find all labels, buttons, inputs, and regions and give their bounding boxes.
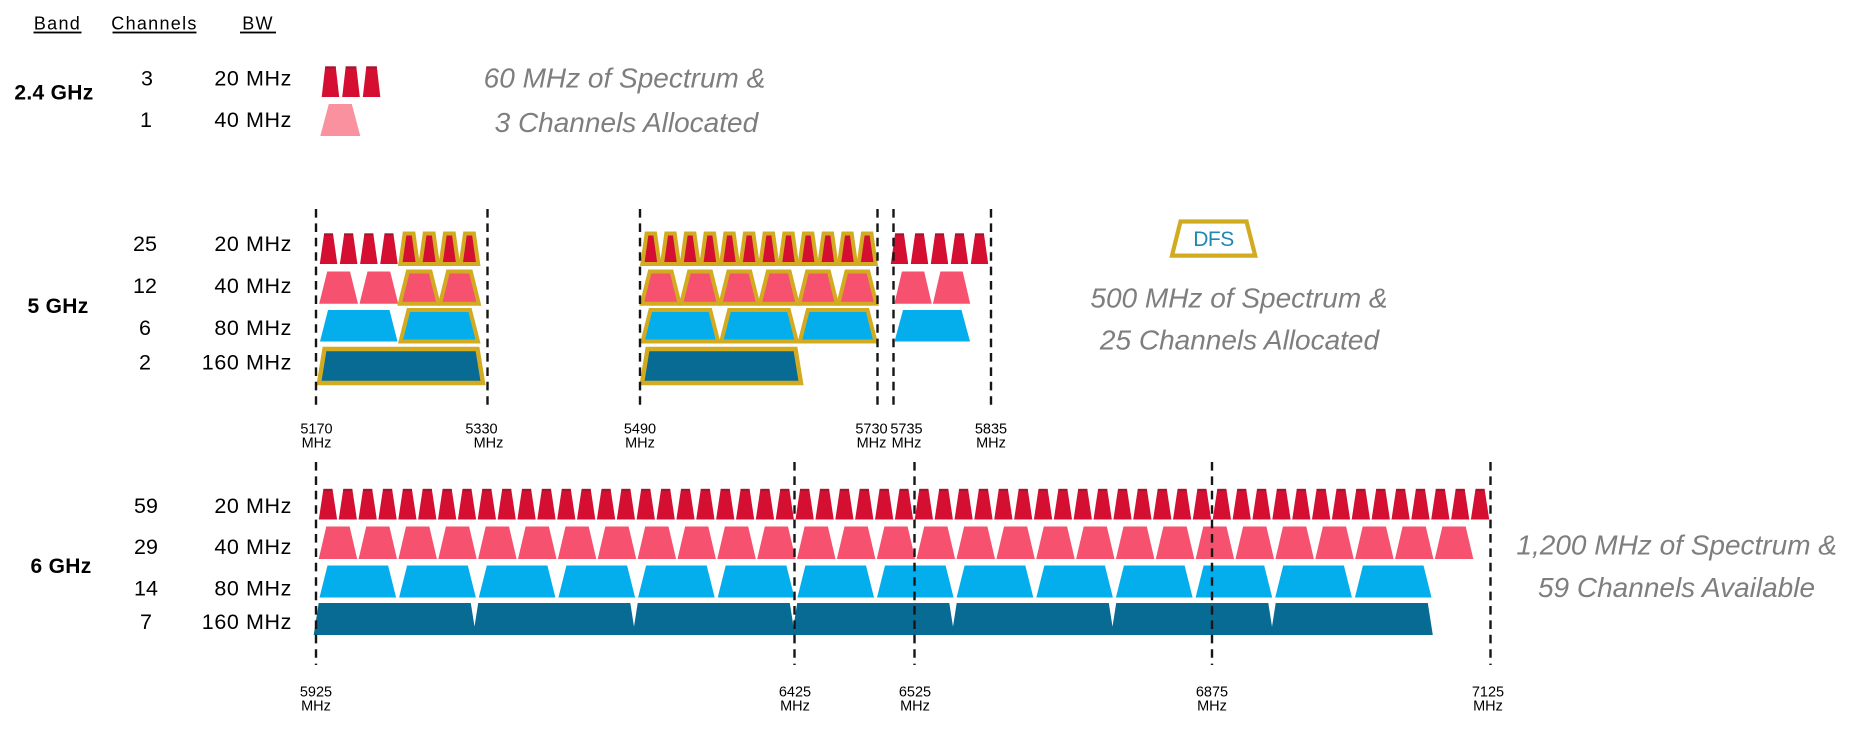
svg-text:2.4 GHz: 2.4 GHz bbox=[14, 82, 93, 105]
svg-text:6 GHz: 6 GHz bbox=[30, 555, 91, 578]
svg-text:160 MHz: 160 MHz bbox=[202, 610, 292, 634]
svg-text:25 Channels Allocated: 25 Channels Allocated bbox=[1099, 325, 1381, 356]
svg-text:6: 6 bbox=[139, 316, 151, 340]
svg-text:5735: 5735 bbox=[890, 422, 922, 438]
svg-text:6875: 6875 bbox=[1196, 685, 1228, 701]
svg-text:MHz: MHz bbox=[301, 699, 331, 715]
svg-text:BW: BW bbox=[242, 14, 274, 34]
svg-text:29: 29 bbox=[134, 535, 158, 559]
svg-text:20 MHz: 20 MHz bbox=[214, 67, 292, 91]
svg-text:12: 12 bbox=[133, 274, 157, 298]
svg-text:60 MHz of Spectrum &: 60 MHz of Spectrum & bbox=[484, 63, 766, 94]
svg-text:MHz: MHz bbox=[474, 436, 504, 452]
svg-text:6425: 6425 bbox=[779, 685, 811, 701]
svg-text:MHz: MHz bbox=[976, 436, 1006, 452]
svg-text:Channels: Channels bbox=[111, 14, 197, 34]
svg-text:5925: 5925 bbox=[300, 685, 332, 701]
svg-text:40 MHz: 40 MHz bbox=[214, 274, 292, 298]
svg-text:Band: Band bbox=[34, 14, 81, 34]
svg-text:MHz: MHz bbox=[625, 436, 655, 452]
svg-text:DFS: DFS bbox=[1193, 228, 1234, 251]
svg-text:MHz: MHz bbox=[780, 699, 810, 715]
svg-text:7125: 7125 bbox=[1472, 685, 1504, 701]
svg-text:59 Channels Available: 59 Channels Available bbox=[1538, 572, 1815, 603]
svg-text:2: 2 bbox=[139, 351, 151, 375]
svg-text:MHz: MHz bbox=[302, 436, 332, 452]
svg-text:5835: 5835 bbox=[975, 422, 1007, 438]
svg-text:20 MHz: 20 MHz bbox=[214, 232, 292, 256]
svg-text:6525: 6525 bbox=[899, 685, 931, 701]
svg-text:MHz: MHz bbox=[1197, 699, 1227, 715]
svg-text:7: 7 bbox=[140, 610, 152, 634]
svg-text:14: 14 bbox=[134, 577, 158, 601]
svg-text:80 MHz: 80 MHz bbox=[214, 577, 292, 601]
svg-text:5490: 5490 bbox=[624, 422, 656, 438]
svg-text:5170: 5170 bbox=[300, 422, 332, 438]
svg-text:MHz: MHz bbox=[900, 699, 930, 715]
svg-text:40 MHz: 40 MHz bbox=[214, 535, 292, 559]
svg-text:5730: 5730 bbox=[855, 422, 887, 438]
svg-text:59: 59 bbox=[134, 494, 158, 518]
svg-text:3: 3 bbox=[141, 67, 153, 91]
svg-text:160 MHz: 160 MHz bbox=[202, 351, 292, 375]
svg-text:5330: 5330 bbox=[465, 422, 497, 438]
svg-text:500 MHz of Spectrum &: 500 MHz of Spectrum & bbox=[1090, 283, 1387, 314]
svg-text:40 MHz: 40 MHz bbox=[214, 108, 292, 132]
svg-text:MHz: MHz bbox=[892, 436, 922, 452]
svg-text:80 MHz: 80 MHz bbox=[214, 316, 292, 340]
svg-text:25: 25 bbox=[133, 232, 157, 256]
svg-text:MHz: MHz bbox=[857, 436, 887, 452]
svg-text:3 Channels Allocated: 3 Channels Allocated bbox=[495, 107, 760, 138]
svg-text:MHz: MHz bbox=[1473, 699, 1503, 715]
svg-text:1,200 MHz of Spectrum &: 1,200 MHz of Spectrum & bbox=[1516, 530, 1837, 561]
svg-text:20 MHz: 20 MHz bbox=[214, 494, 292, 518]
svg-text:5 GHz: 5 GHz bbox=[27, 295, 88, 318]
svg-text:1: 1 bbox=[140, 108, 152, 132]
